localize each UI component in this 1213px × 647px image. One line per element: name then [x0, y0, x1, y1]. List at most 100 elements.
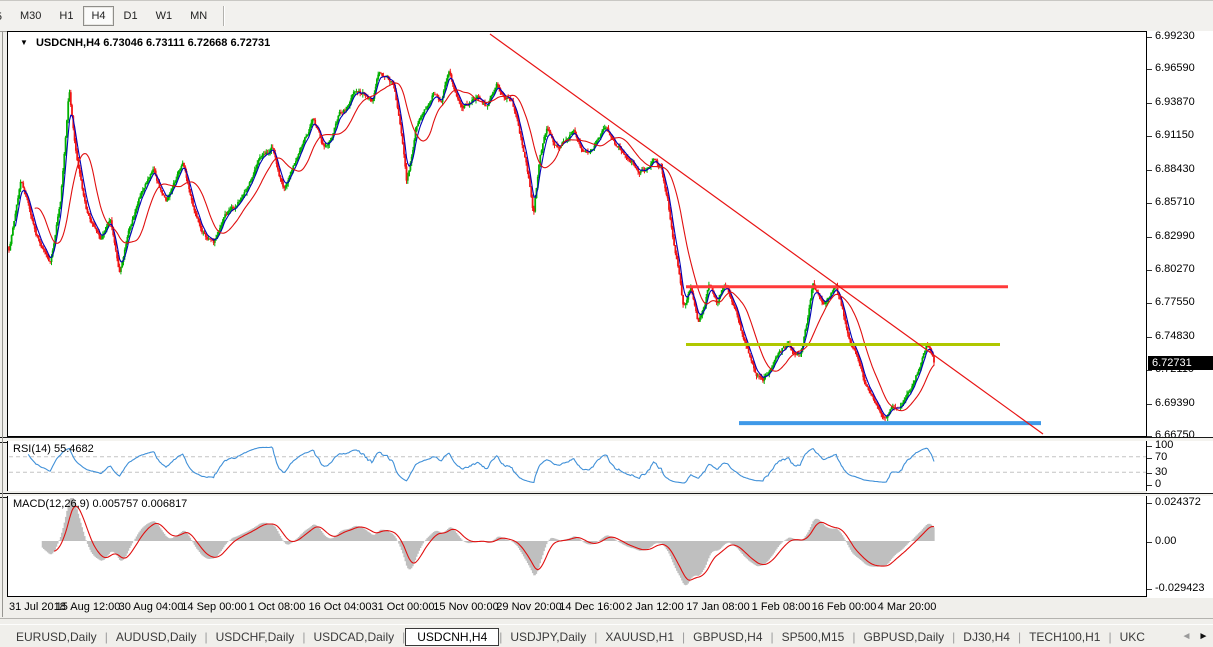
chart-dropdown-arrow-icon[interactable]: ▼ — [20, 38, 28, 47]
axis-tick-label: 6.96590 — [1155, 62, 1195, 74]
tab-usdcnh-h4[interactable]: USDCNH,H4 — [405, 627, 500, 646]
tab-audusd-daily[interactable]: AUDUSD,Daily — [115, 629, 197, 644]
axis-tick-label: 6.91150 — [1155, 129, 1194, 141]
tab-ukc[interactable]: UKC — [1119, 629, 1145, 644]
tabs-scroll-right-icon[interactable]: ► — [1198, 631, 1209, 642]
toolbar-separator — [223, 6, 226, 26]
axis-tick-mark — [1147, 485, 1152, 486]
date-tick: 30 Aug 04:00 — [118, 601, 184, 613]
macd-values: 0.005757 0.006817 — [92, 498, 188, 510]
axis-tick-mark — [1147, 170, 1152, 171]
macd-chart[interactable] — [8, 496, 1146, 596]
axis-tick-label: 6.77550 — [1155, 296, 1195, 308]
axis-tick-label: 6.80270 — [1155, 263, 1195, 275]
tab-eurusd-daily[interactable]: EURUSD,Daily — [16, 629, 97, 644]
tab-scroll-arrows: ◄ ► — [1180, 629, 1210, 644]
timeframe-m30-button[interactable]: M30 — [20, 10, 42, 22]
timeframe-h1-button[interactable]: H1 — [59, 10, 74, 22]
macd-axis: 0.024372 0.00 -0.029423 — [1147, 496, 1213, 598]
axis-tick-label: 6.85710 — [1155, 196, 1195, 208]
tabs-scroll-left-icon[interactable]: ◄ — [1181, 631, 1192, 642]
tab-separator: | — [682, 629, 686, 644]
date-tick: 4 Mar 20:00 — [877, 601, 937, 613]
axis-tick-label: 6.99230 — [1155, 30, 1195, 42]
axis-tick-label: 0 — [1155, 478, 1162, 490]
candlestick-chart[interactable] — [8, 32, 1146, 436]
axis-tick-label: 6.93870 — [1155, 96, 1195, 108]
timeframe-mn-button[interactable]: MN — [190, 10, 208, 22]
time-axis: 31 Jul 2018 15 Aug 12:00 30 Aug 04:00 14 Se… — [7, 599, 1213, 617]
tab-usdjpy-daily[interactable]: USDJPY,Daily — [510, 629, 587, 644]
main-chart-panel[interactable]: ▼ USDCNH,H4 6.73046 6.73111 6.72668 6.72… — [7, 31, 1147, 437]
timeframe-clipped[interactable]: M15 — [0, 7, 11, 25]
axis-tick-mark — [1147, 136, 1152, 137]
tab-separator: | — [852, 629, 856, 644]
chart-title-ohlc: 6.73046 6.73111 6.72668 6.72731 — [103, 37, 271, 49]
tab-separator: | — [402, 629, 406, 644]
timeframe-d1-button[interactable]: D1 — [123, 10, 138, 22]
tab-xauusd-h1[interactable]: XAUUSD,H1 — [605, 629, 675, 644]
tab-separator: | — [952, 629, 956, 644]
tab-tech100-h1[interactable]: TECH100,H1 — [1029, 629, 1101, 644]
date-tick: 14 Dec 16:00 — [559, 601, 625, 613]
tab-dj30-h4[interactable]: DJ30,H4 — [963, 629, 1010, 644]
tab-separator: | — [1108, 629, 1112, 644]
rsi-panel[interactable]: RSI(14) 55.4682 — [7, 441, 1147, 491]
axis-tick-mark — [1147, 69, 1152, 70]
macd-label: MACD(12,26,9) 0.005757 0.006817 — [13, 498, 188, 510]
axis-tick-mark — [1147, 542, 1152, 543]
rsi-value: 55.4682 — [53, 443, 94, 455]
tab-gbpusd-h4[interactable]: GBPUSD,H4 — [693, 629, 763, 644]
date-tick: 31 Oct 00:00 — [371, 601, 435, 613]
axis-tick-label: -0.029423 — [1155, 582, 1205, 594]
axis-tick-mark — [1147, 503, 1152, 504]
tab-separator: | — [302, 629, 306, 644]
axis-tick-label: 70 — [1155, 451, 1168, 463]
tab-sp500-m15[interactable]: SP500,M15 — [781, 629, 845, 644]
axis-tick-mark — [1147, 303, 1152, 304]
timeframe-w1-button[interactable]: W1 — [155, 10, 173, 22]
axis-tick-mark — [1147, 270, 1152, 271]
tab-usdcad-daily[interactable]: USDCAD,Daily — [313, 629, 395, 644]
axis-tick-mark — [1147, 237, 1152, 238]
axis-tick-label: 0.00 — [1155, 535, 1177, 547]
chart-tabs-bar: EURUSD,Daily | AUDUSD,Daily | USDCHF,Daily | U… — [0, 624, 1213, 647]
macd-panel[interactable]: MACD(12,26,9) 0.005757 0.006817 — [7, 496, 1147, 597]
date-tick: 29 Nov 20:00 — [496, 601, 562, 613]
tab-separator: | — [1017, 629, 1022, 644]
axis-tick-label: 6.82990 — [1155, 230, 1195, 242]
tab-separator: | — [594, 629, 598, 644]
axis-tick-label: 6.88430 — [1155, 163, 1195, 175]
chart-title-symbol: USDCNH,H4 — [35, 37, 101, 49]
axis-tick-label: 30 — [1155, 466, 1168, 478]
timeframe-m15-button[interactable]: M15 — [0, 7, 10, 25]
axis-tick-mark — [1147, 446, 1152, 447]
rsi-chart[interactable] — [8, 441, 1146, 491]
axis-tick-mark — [1147, 37, 1152, 38]
axis-tick-label: 100 — [1155, 439, 1174, 451]
axis-tick-mark — [1147, 404, 1152, 405]
timeframe-buttons: M15 M30 H1 H4 D1 W1 MN — [0, 1, 216, 31]
date-tick: 16 Feb 00:00 — [811, 601, 877, 613]
chart-tabs: EURUSD,Daily | AUDUSD,Daily | USDCHF,Daily | U… — [8, 627, 1179, 646]
axis-tick-label: 0.024372 — [1155, 496, 1201, 508]
date-tick: 31 Jul 2018 — [9, 601, 66, 613]
bottom-strip — [0, 618, 1213, 625]
timeframe-toolbar: M15 M30 H1 H4 D1 W1 MN — [0, 0, 1213, 32]
tab-separator: | — [770, 629, 774, 644]
axis-tick-label: 6.74830 — [1155, 330, 1195, 342]
tab-usdchf-daily[interactable]: USDCHF,Daily — [215, 629, 295, 644]
chart-title: ▼ USDCNH,H4 6.73046 6.73111 6.72668 6.72… — [20, 37, 270, 49]
date-tick: 2 Jan 12:00 — [626, 601, 684, 613]
axis-tick-mark — [1147, 458, 1152, 459]
tab-separator: | — [499, 629, 503, 644]
price-axis: 6.99230 6.96590 6.93870 6.91150 6.88430 6.857… — [1147, 30, 1213, 441]
date-tick: 15 Nov 00:00 — [433, 601, 499, 613]
axis-tick-mark — [1147, 436, 1152, 437]
axis-tick-mark — [1147, 103, 1152, 104]
date-tick: 16 Oct 04:00 — [308, 601, 372, 613]
timeframe-h4-button[interactable]: H4 — [83, 6, 114, 26]
tab-gbpusd-daily[interactable]: GBPUSD,Daily — [863, 629, 945, 644]
window-left-edge — [2, 31, 3, 617]
